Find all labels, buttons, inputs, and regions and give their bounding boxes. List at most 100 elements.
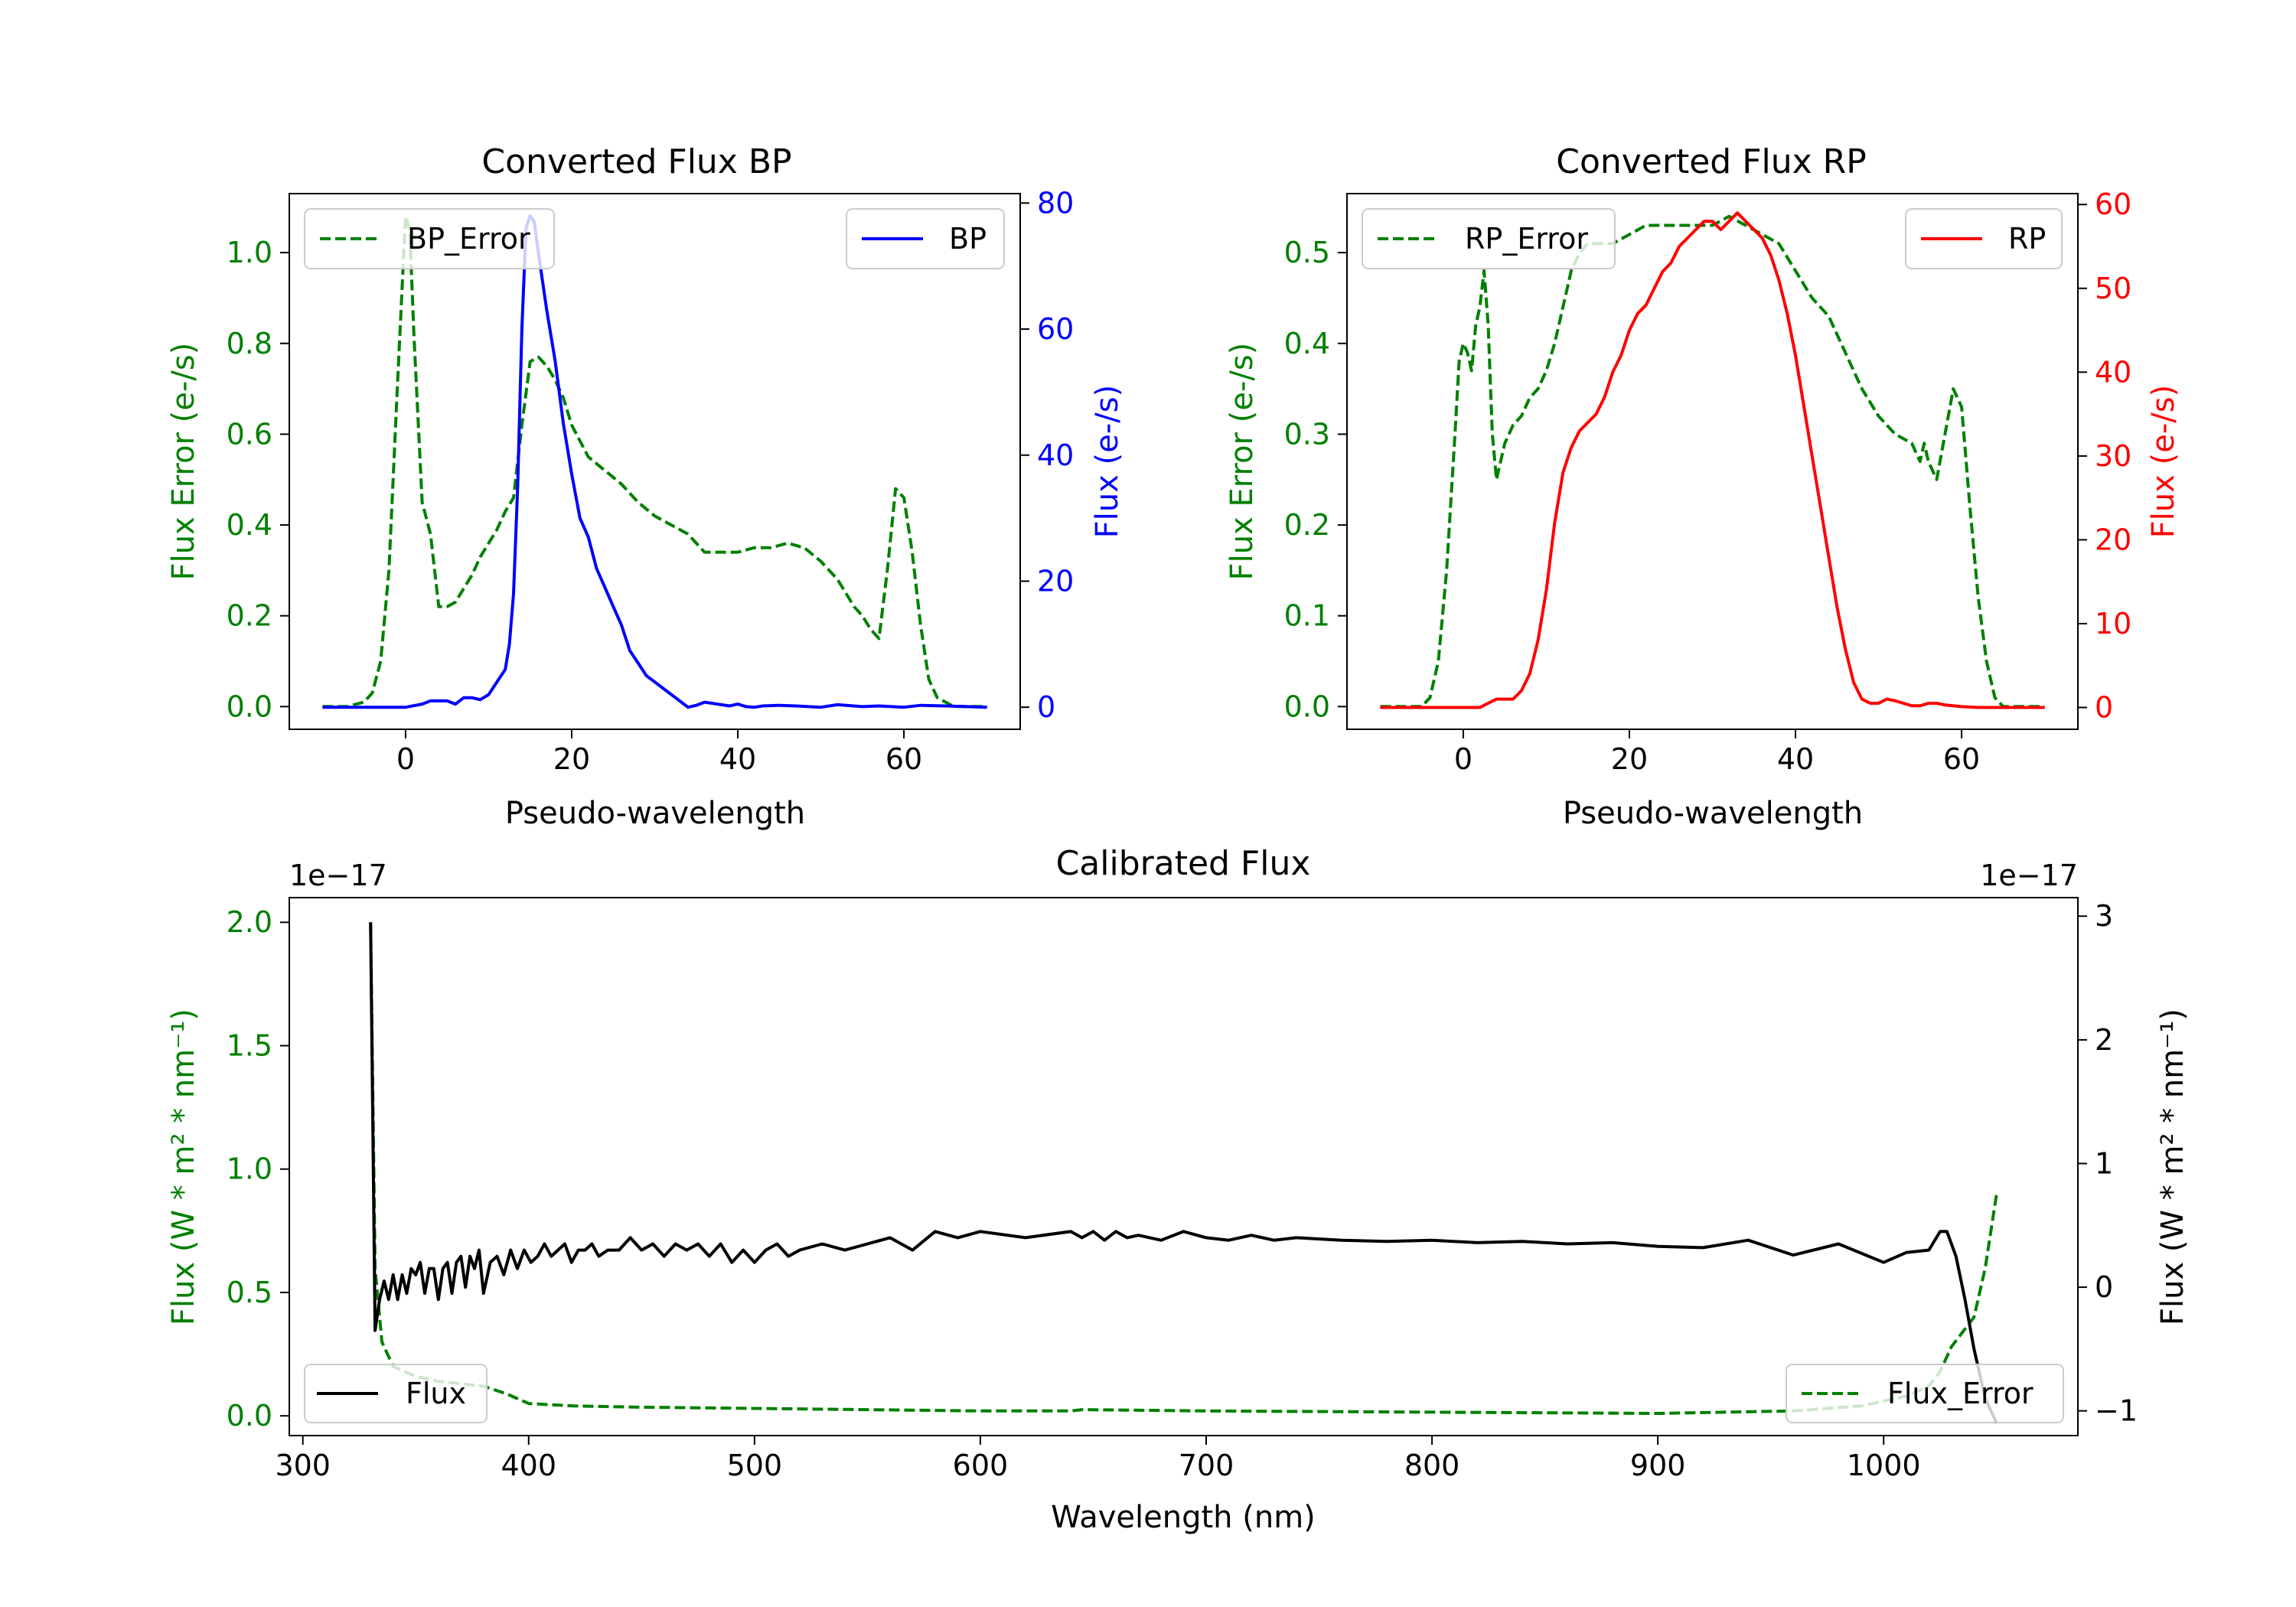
rp-y-right-tick-label: 30 bbox=[2095, 439, 2131, 473]
calibrated-x-tick-label: 900 bbox=[1630, 1449, 1686, 1482]
bp-lines bbox=[322, 214, 987, 709]
calibrated-x-tick-label: 700 bbox=[1179, 1449, 1234, 1482]
calibrated-y-left-tick-label: 0.5 bbox=[227, 1276, 272, 1309]
rp-y-right-tick-label: 10 bbox=[2095, 607, 2131, 641]
calibrated-y-right-tick-label: −1 bbox=[2095, 1394, 2138, 1428]
rp-x-label: Pseudo-wavelength bbox=[1563, 796, 1863, 831]
calibrated-x-tick-label: 400 bbox=[501, 1449, 557, 1482]
bp-bp-line bbox=[322, 214, 987, 709]
calibrated-right-offset: 1e−17 bbox=[1980, 859, 2078, 892]
bp-x-label: Pseudo-wavelength bbox=[505, 796, 805, 831]
calibrated-y-left-tick-label: 0.0 bbox=[227, 1399, 272, 1433]
rp-y-right-label: Flux (e-/s) bbox=[2146, 385, 2181, 538]
rp-y-right-tick-label: 50 bbox=[2095, 272, 2131, 305]
calibrated-lines bbox=[369, 922, 1998, 1424]
calibrated-x-tick-label: 300 bbox=[275, 1449, 331, 1482]
bp-y-left-tick-label: 0.4 bbox=[227, 508, 272, 542]
calibrated-y-left-tick-label: 2.0 bbox=[227, 905, 272, 939]
calibrated-x-label: Wavelength (nm) bbox=[1051, 1500, 1316, 1535]
rp-y-left-tick-label: 0.5 bbox=[1284, 236, 1330, 269]
calibrated-y-right-tick-label: 0 bbox=[2095, 1270, 2113, 1304]
calibrated-legend-left: Flux bbox=[304, 1364, 488, 1423]
rp-axes-frame bbox=[1346, 193, 2079, 730]
rp-error-legend-label: RP_Error bbox=[1465, 222, 1588, 256]
bp-legend-right: BP bbox=[846, 208, 1005, 269]
rp-ticks: 0 20 40 60 0.0 0.1 0.2 0.3 0.4 0.5 0 10 20 30 40 50 60 bbox=[1284, 187, 2132, 776]
rp-x-tick-label: 20 bbox=[1611, 742, 1648, 776]
panel-rp: Converted Flux RP 0 20 40 60 0.0 0.1 0.2 0.3 0.4… bbox=[1225, 142, 2181, 831]
rp-y-right-tick-label: 40 bbox=[2095, 355, 2131, 389]
calibrated-y-right-tick-label: 1 bbox=[2095, 1146, 2113, 1180]
calibrated-x-tick-label: 500 bbox=[727, 1449, 783, 1482]
rp-legend-left: RP_Error bbox=[1362, 208, 1616, 269]
calibrated-y-left-label: Flux (W * m² * nm⁻¹) bbox=[166, 1009, 201, 1325]
calibrated-x-tick-label: 600 bbox=[953, 1449, 1009, 1482]
bp-y-right-tick-label: 80 bbox=[1037, 186, 1074, 220]
bp-title: Converted Flux BP bbox=[481, 142, 791, 181]
bp-x-tick-label: 40 bbox=[719, 742, 756, 776]
rp-legend-right-box bbox=[1905, 208, 2063, 269]
calibrated-x-tick-label: 800 bbox=[1404, 1449, 1460, 1482]
calibrated-y-right-tick-label: 3 bbox=[2095, 899, 2113, 933]
calibrated-legend-left-box bbox=[304, 1364, 488, 1423]
bp-x-tick-label: 60 bbox=[885, 742, 922, 776]
bp-y-right-tick-label: 40 bbox=[1037, 438, 1074, 472]
bp-y-left-tick-label: 0.2 bbox=[227, 599, 272, 633]
bp-axes-frame bbox=[289, 193, 1021, 730]
bp-legend-left-box bbox=[304, 208, 555, 269]
rp-legend-label: RP bbox=[2008, 222, 2046, 256]
bp-y-left-label: Flux Error (e-/s) bbox=[166, 343, 201, 581]
rp-y-right-tick-label: 60 bbox=[2095, 187, 2131, 221]
bp-x-tick-label: 20 bbox=[553, 742, 590, 776]
calibrated-legend-right-box bbox=[1786, 1364, 2064, 1423]
bp-y-right-tick-label: 0 bbox=[1037, 690, 1055, 724]
panel-calibrated: Calibrated Flux 1e−17 1e−17 300 400 500 600… bbox=[166, 844, 2190, 1535]
bp-legend-left: BP_Error bbox=[304, 208, 555, 269]
bp-x-tick-label: 0 bbox=[396, 742, 415, 776]
calibrated-y-left-tick-label: 1.5 bbox=[227, 1028, 272, 1062]
bp-y-left-tick-label: 0.8 bbox=[227, 327, 272, 360]
rp-y-left-tick-label: 0.2 bbox=[1284, 508, 1330, 542]
calibrated-axes-frame bbox=[289, 897, 2079, 1436]
rp-y-right-tick-label: 0 bbox=[2095, 691, 2113, 725]
panel-bp: Converted Flux BP 0 20 40 60 0.0 0.2 0.4 0.6 0.8… bbox=[166, 142, 1125, 831]
calibrated-legend-right: Flux_Error bbox=[1786, 1364, 2064, 1423]
rp-lines bbox=[1380, 211, 2045, 709]
calibrated-ticks: 300 400 500 600 700 800 900 1000 0.0 0.5 1.0 1.5 2.0… bbox=[227, 899, 2138, 1482]
bp-bp-error-line bbox=[322, 214, 987, 709]
calibrated-left-offset: 1e−17 bbox=[289, 859, 387, 892]
calibrated-flux-error-line bbox=[369, 922, 1998, 1415]
bp-y-left-tick-label: 0.6 bbox=[227, 417, 272, 451]
calibrated-x-tick-label: 1000 bbox=[1847, 1449, 1921, 1482]
rp-x-tick-label: 60 bbox=[1943, 742, 1980, 776]
calibrated-y-left-tick-label: 1.0 bbox=[227, 1152, 272, 1186]
rp-y-left-tick-label: 0.4 bbox=[1284, 327, 1330, 360]
rp-y-left-tick-label: 0.0 bbox=[1284, 689, 1330, 723]
rp-legend-left-box bbox=[1362, 208, 1616, 269]
rp-title: Converted Flux RP bbox=[1556, 142, 1867, 181]
rp-y-left-tick-label: 0.3 bbox=[1284, 417, 1330, 451]
rp-rp-line bbox=[1380, 211, 2045, 709]
rp-rp-error-line bbox=[1380, 214, 2045, 709]
calibrated-y-right-label: Flux (W * m² * nm⁻¹) bbox=[2155, 1009, 2190, 1325]
bp-ticks: 0 20 40 60 0.0 0.2 0.4 0.6 0.8 1.0 0 20 40 60 80 bbox=[227, 186, 1075, 776]
rp-x-tick-label: 0 bbox=[1454, 742, 1473, 776]
bp-y-left-tick-label: 0.0 bbox=[227, 689, 272, 723]
rp-y-right-tick-label: 20 bbox=[2095, 523, 2131, 556]
bp-legend-right-box bbox=[846, 208, 1005, 269]
rp-y-left-tick-label: 0.1 bbox=[1284, 599, 1330, 633]
rp-x-tick-label: 40 bbox=[1777, 742, 1814, 776]
rp-y-left-label: Flux Error (e-/s) bbox=[1225, 343, 1260, 581]
bp-legend-label: BP bbox=[949, 222, 987, 256]
bp-y-right-label: Flux (e-/s) bbox=[1090, 385, 1125, 538]
bp-y-right-tick-label: 20 bbox=[1037, 564, 1074, 598]
calibrated-y-right-tick-label: 2 bbox=[2095, 1023, 2113, 1057]
bp-y-right-tick-label: 60 bbox=[1037, 312, 1074, 346]
calibrated-flux-line bbox=[369, 922, 1998, 1424]
flux-legend-label: Flux bbox=[406, 1377, 466, 1410]
flux-error-legend-label: Flux_Error bbox=[1887, 1377, 2033, 1410]
bp-error-legend-label: BP_Error bbox=[407, 222, 530, 256]
calibrated-title: Calibrated Flux bbox=[1056, 844, 1311, 883]
rp-legend-right: RP bbox=[1905, 208, 2063, 269]
